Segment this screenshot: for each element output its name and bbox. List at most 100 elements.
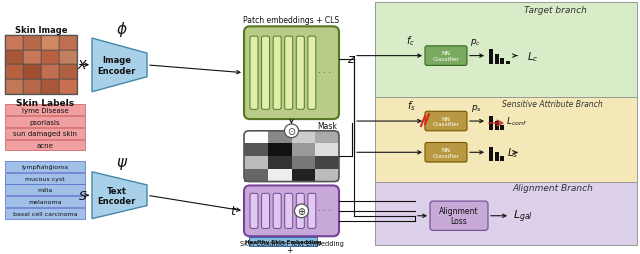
FancyBboxPatch shape bbox=[296, 37, 304, 110]
Text: NN
Classifier: NN Classifier bbox=[433, 147, 460, 158]
Polygon shape bbox=[92, 172, 147, 219]
Text: $z$: $z$ bbox=[347, 53, 355, 66]
Bar bbox=[5, 80, 23, 94]
Bar bbox=[5, 51, 23, 65]
Bar bbox=[59, 36, 77, 51]
Text: $S$: $S$ bbox=[78, 189, 88, 202]
FancyBboxPatch shape bbox=[285, 194, 292, 229]
Bar bbox=[506, 61, 509, 65]
FancyBboxPatch shape bbox=[285, 37, 292, 110]
Text: $\phi$: $\phi$ bbox=[116, 20, 128, 39]
Bar bbox=[316, 131, 339, 144]
FancyBboxPatch shape bbox=[425, 143, 467, 162]
Bar bbox=[23, 36, 41, 51]
Bar bbox=[41, 65, 59, 80]
FancyBboxPatch shape bbox=[308, 194, 316, 229]
Text: Alignment
Loss: Alignment Loss bbox=[439, 206, 479, 226]
Bar bbox=[268, 169, 291, 182]
Bar bbox=[249, 237, 317, 246]
Bar bbox=[316, 169, 339, 182]
Text: Image
Encoder: Image Encoder bbox=[97, 56, 136, 75]
Bar bbox=[244, 156, 268, 169]
Circle shape bbox=[294, 204, 308, 218]
Text: Text
Encoder: Text Encoder bbox=[97, 186, 136, 205]
FancyBboxPatch shape bbox=[250, 37, 258, 110]
Bar bbox=[5, 36, 77, 94]
Text: psoriasis: psoriasis bbox=[29, 119, 60, 125]
Bar bbox=[59, 65, 77, 80]
Bar bbox=[5, 117, 85, 128]
Bar bbox=[268, 144, 291, 156]
FancyBboxPatch shape bbox=[430, 201, 488, 230]
Bar bbox=[316, 156, 339, 169]
Circle shape bbox=[285, 124, 298, 138]
Text: $f_c$: $f_c$ bbox=[406, 34, 415, 48]
Text: acne: acne bbox=[36, 142, 53, 148]
Text: Alignment Branch: Alignment Branch bbox=[513, 183, 593, 192]
Text: $L_c$: $L_c$ bbox=[527, 50, 539, 63]
Text: NN
Classifier: NN Classifier bbox=[433, 116, 460, 127]
Text: $\psi$: $\psi$ bbox=[116, 155, 129, 171]
Text: · · ·: · · · bbox=[37, 160, 52, 170]
Bar bbox=[495, 54, 499, 65]
Bar bbox=[291, 156, 316, 169]
Bar bbox=[495, 122, 499, 130]
Text: sun damaged skin: sun damaged skin bbox=[13, 131, 77, 137]
Bar bbox=[5, 162, 85, 172]
Bar bbox=[5, 65, 23, 80]
FancyBboxPatch shape bbox=[244, 27, 339, 120]
Bar bbox=[5, 208, 85, 219]
FancyBboxPatch shape bbox=[250, 194, 258, 229]
FancyBboxPatch shape bbox=[425, 112, 467, 131]
Text: $\odot$: $\odot$ bbox=[287, 126, 296, 137]
Bar bbox=[500, 58, 504, 65]
Text: $t$: $t$ bbox=[230, 204, 237, 217]
Text: Skin Condition Text Embedding: Skin Condition Text Embedding bbox=[239, 240, 344, 246]
FancyBboxPatch shape bbox=[273, 194, 281, 229]
Bar bbox=[375, 3, 637, 97]
Bar bbox=[5, 173, 85, 184]
Bar bbox=[41, 36, 59, 51]
FancyBboxPatch shape bbox=[262, 37, 269, 110]
Bar bbox=[5, 105, 85, 116]
Bar bbox=[375, 182, 637, 245]
Bar bbox=[291, 131, 316, 144]
Text: Mask: Mask bbox=[317, 122, 337, 131]
FancyBboxPatch shape bbox=[262, 194, 269, 229]
Bar bbox=[23, 51, 41, 65]
Text: Skin Image: Skin Image bbox=[15, 26, 67, 35]
Bar bbox=[375, 97, 637, 182]
Text: Patch embeddings + CLS: Patch embeddings + CLS bbox=[243, 16, 340, 25]
Text: $X$: $X$ bbox=[77, 59, 89, 72]
Bar bbox=[5, 185, 85, 196]
Text: $L_{conf}$: $L_{conf}$ bbox=[506, 115, 528, 128]
Bar bbox=[489, 148, 493, 162]
Bar bbox=[23, 65, 41, 80]
FancyBboxPatch shape bbox=[244, 186, 339, 236]
Bar bbox=[59, 80, 77, 94]
Bar bbox=[489, 50, 493, 65]
FancyBboxPatch shape bbox=[273, 37, 281, 110]
FancyBboxPatch shape bbox=[296, 194, 304, 229]
Text: lyme Disease: lyme Disease bbox=[22, 107, 68, 113]
Text: Skin Labels: Skin Labels bbox=[16, 99, 74, 107]
Text: lymphangioma: lymphangioma bbox=[21, 164, 68, 169]
Text: $L_{gal}$: $L_{gal}$ bbox=[513, 208, 533, 224]
Text: NN
Classifier: NN Classifier bbox=[433, 51, 460, 62]
Bar bbox=[59, 51, 77, 65]
Text: basal cell carcinoma: basal cell carcinoma bbox=[13, 211, 77, 216]
Text: +: + bbox=[286, 245, 292, 254]
Polygon shape bbox=[92, 39, 147, 92]
Bar bbox=[500, 156, 504, 162]
Bar bbox=[5, 140, 85, 151]
Bar bbox=[268, 156, 291, 169]
Text: milia: milia bbox=[37, 188, 52, 193]
Bar bbox=[291, 144, 316, 156]
Text: mucous cyst: mucous cyst bbox=[25, 176, 65, 181]
Bar bbox=[244, 144, 268, 156]
Text: · · ·: · · · bbox=[319, 207, 332, 215]
Text: Sensitive Attribute Branch: Sensitive Attribute Branch bbox=[502, 100, 602, 108]
Text: $\oplus$: $\oplus$ bbox=[297, 205, 306, 216]
Bar bbox=[500, 125, 504, 130]
Bar bbox=[41, 51, 59, 65]
